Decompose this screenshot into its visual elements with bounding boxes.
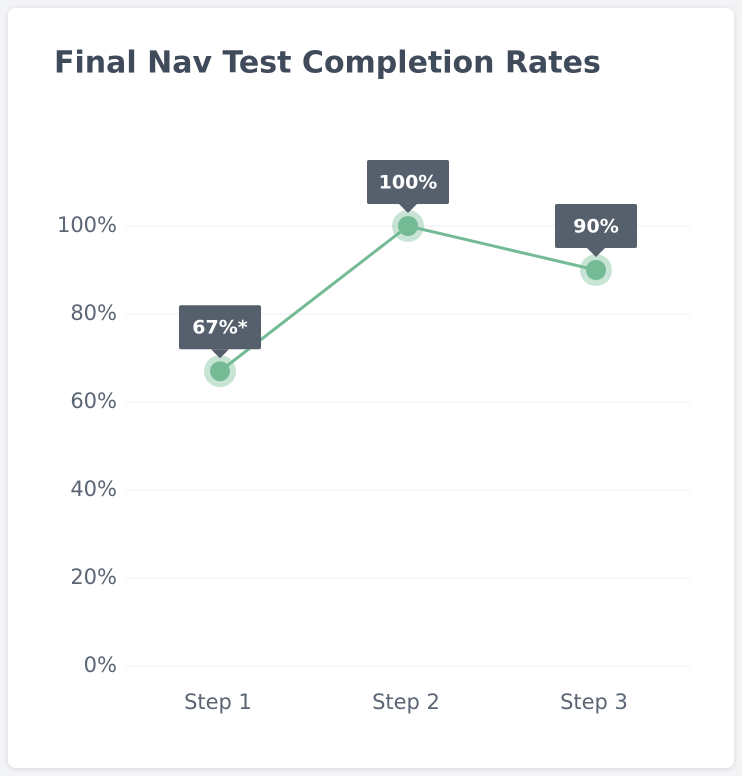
tooltip-box [367,160,449,204]
tooltip-box [179,305,261,350]
y-tick-label: 40% [70,477,117,501]
y-tick-label: 100% [57,213,117,237]
tooltip-pointer [399,204,417,213]
data-label: 67%* [192,317,247,339]
data-label: 90% [573,216,618,238]
point [586,260,606,280]
tooltip-box [555,204,637,248]
point [210,361,230,382]
y-tick-label: 20% [70,565,117,589]
y-tick-label: 0% [84,653,117,677]
x-tick-label: Step 3 [560,690,628,714]
y-tick-label: 60% [70,389,117,413]
x-tick-label: Step 2 [372,690,440,714]
chart-title: Final Nav Test Completion Rates [54,46,601,81]
x-tick-label: Step 1 [184,690,252,714]
point [398,216,418,236]
tooltip-pointer [587,248,605,257]
data-label: 100% [379,172,438,194]
tooltip-pointer [211,349,229,359]
y-tick-label: 80% [70,301,117,325]
